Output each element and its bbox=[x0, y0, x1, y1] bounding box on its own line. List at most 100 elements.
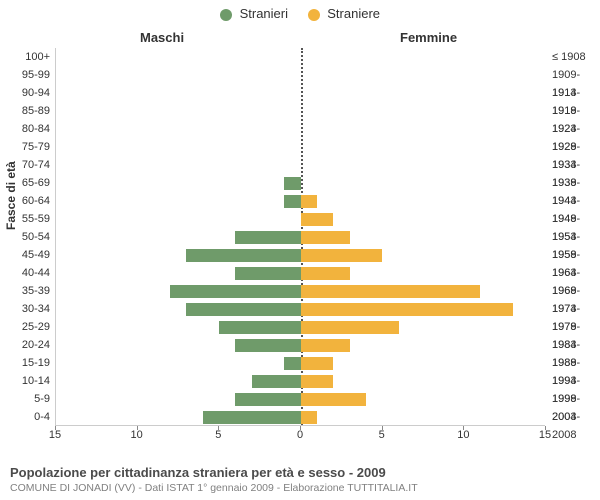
pyramid-row bbox=[56, 408, 545, 426]
y-left-label: 75-79 bbox=[0, 138, 50, 156]
y-right-label: 1924-1928 bbox=[552, 120, 600, 138]
pyramid-row bbox=[56, 228, 545, 246]
bar-female bbox=[301, 321, 399, 334]
plot bbox=[55, 48, 545, 426]
bar-female bbox=[301, 357, 334, 370]
y-left-label: 35-39 bbox=[0, 282, 50, 300]
y-left-label: 70-74 bbox=[0, 156, 50, 174]
y-right-label: 1939-1943 bbox=[552, 174, 600, 192]
legend-label-female: Straniere bbox=[327, 6, 380, 21]
bar-male bbox=[219, 321, 301, 334]
x-tick-label: 5 bbox=[215, 429, 221, 441]
y-left-labels: 100+95-9990-9485-8980-8475-7970-7465-696… bbox=[0, 48, 50, 426]
bar-male bbox=[284, 195, 300, 208]
y-right-label: 1919-1923 bbox=[552, 102, 600, 120]
x-tick-label: 10 bbox=[457, 429, 469, 441]
pyramid-row bbox=[56, 174, 545, 192]
pyramid-row bbox=[56, 372, 545, 390]
bar-male bbox=[252, 375, 301, 388]
chart-title: Popolazione per cittadinanza straniera p… bbox=[10, 465, 590, 480]
column-title-left: Maschi bbox=[140, 30, 184, 45]
legend-label-male: Stranieri bbox=[240, 6, 288, 21]
pyramid-row bbox=[56, 210, 545, 228]
bar-male bbox=[170, 285, 301, 298]
y-right-label: 1984-1988 bbox=[552, 336, 600, 354]
bar-female bbox=[301, 249, 383, 262]
bar-male bbox=[235, 339, 300, 352]
bar-male bbox=[235, 231, 300, 244]
bar-female bbox=[301, 411, 317, 424]
circle-icon bbox=[308, 9, 320, 21]
x-tick-label: 10 bbox=[131, 429, 143, 441]
y-right-label: ≤ 1908 bbox=[552, 48, 600, 66]
y-left-label: 15-19 bbox=[0, 354, 50, 372]
bar-male bbox=[284, 357, 300, 370]
pyramid-row bbox=[56, 318, 545, 336]
y-left-label: 40-44 bbox=[0, 264, 50, 282]
bar-male bbox=[203, 411, 301, 424]
pyramid-row bbox=[56, 390, 545, 408]
pyramid-row bbox=[56, 282, 545, 300]
y-right-label: 1964-1968 bbox=[552, 264, 600, 282]
y-right-label: 1969-1973 bbox=[552, 282, 600, 300]
pyramid-row bbox=[56, 336, 545, 354]
y-right-label: 1994-1998 bbox=[552, 372, 600, 390]
y-left-label: 10-14 bbox=[0, 372, 50, 390]
bar-female bbox=[301, 303, 513, 316]
y-left-label: 65-69 bbox=[0, 174, 50, 192]
y-right-label: 1914-1918 bbox=[552, 84, 600, 102]
y-right-label: 1949-1953 bbox=[552, 210, 600, 228]
y-right-label: 1909-1913 bbox=[552, 66, 600, 84]
chart-footer: Popolazione per cittadinanza straniera p… bbox=[10, 465, 590, 494]
y-left-label: 90-94 bbox=[0, 84, 50, 102]
x-tick-label: 0 bbox=[297, 429, 303, 441]
y-left-label: 55-59 bbox=[0, 210, 50, 228]
chart-area: 15105051015 bbox=[55, 48, 545, 444]
bar-male bbox=[186, 249, 300, 262]
bar-female bbox=[301, 393, 366, 406]
bar-female bbox=[301, 375, 334, 388]
y-left-label: 95-99 bbox=[0, 66, 50, 84]
y-right-label: 1934-1938 bbox=[552, 156, 600, 174]
circle-icon bbox=[220, 9, 232, 21]
x-tick-label: 5 bbox=[379, 429, 385, 441]
bar-female bbox=[301, 213, 334, 226]
y-right-label: 1954-1958 bbox=[552, 228, 600, 246]
y-right-label: 1999-2003 bbox=[552, 390, 600, 408]
pyramid-row bbox=[56, 138, 545, 156]
pyramid-row bbox=[56, 354, 545, 372]
y-left-label: 45-49 bbox=[0, 246, 50, 264]
pyramid-row bbox=[56, 192, 545, 210]
bar-male bbox=[235, 393, 300, 406]
y-left-label: 30-34 bbox=[0, 300, 50, 318]
legend: Stranieri Straniere bbox=[0, 6, 600, 21]
x-tick-label: 15 bbox=[539, 429, 551, 441]
y-right-label: 2004-2008 bbox=[552, 408, 600, 426]
bar-male bbox=[235, 267, 300, 280]
y-right-labels: ≤ 19081909-19131914-19181919-19231924-19… bbox=[550, 48, 600, 426]
x-tick-label: 15 bbox=[49, 429, 61, 441]
pyramid-row bbox=[56, 84, 545, 102]
pyramid-row bbox=[56, 66, 545, 84]
y-left-label: 25-29 bbox=[0, 318, 50, 336]
y-right-label: 1974-1978 bbox=[552, 300, 600, 318]
bar-female bbox=[301, 195, 317, 208]
bar-female bbox=[301, 267, 350, 280]
pyramid-row bbox=[56, 300, 545, 318]
pyramid-row bbox=[56, 246, 545, 264]
y-left-label: 20-24 bbox=[0, 336, 50, 354]
pyramid-row bbox=[56, 48, 545, 66]
bar-female bbox=[301, 285, 481, 298]
chart-container: Stranieri Straniere Maschi Femmine Fasce… bbox=[0, 0, 600, 500]
legend-item-male: Stranieri bbox=[220, 6, 288, 21]
pyramid-row bbox=[56, 264, 545, 282]
y-right-label: 1944-1948 bbox=[552, 192, 600, 210]
bar-male bbox=[186, 303, 300, 316]
legend-item-female: Straniere bbox=[308, 6, 380, 21]
y-left-label: 80-84 bbox=[0, 120, 50, 138]
y-right-label: 1929-1933 bbox=[552, 138, 600, 156]
y-right-label: 1979-1983 bbox=[552, 318, 600, 336]
bar-female bbox=[301, 231, 350, 244]
y-left-label: 100+ bbox=[0, 48, 50, 66]
y-left-label: 60-64 bbox=[0, 192, 50, 210]
